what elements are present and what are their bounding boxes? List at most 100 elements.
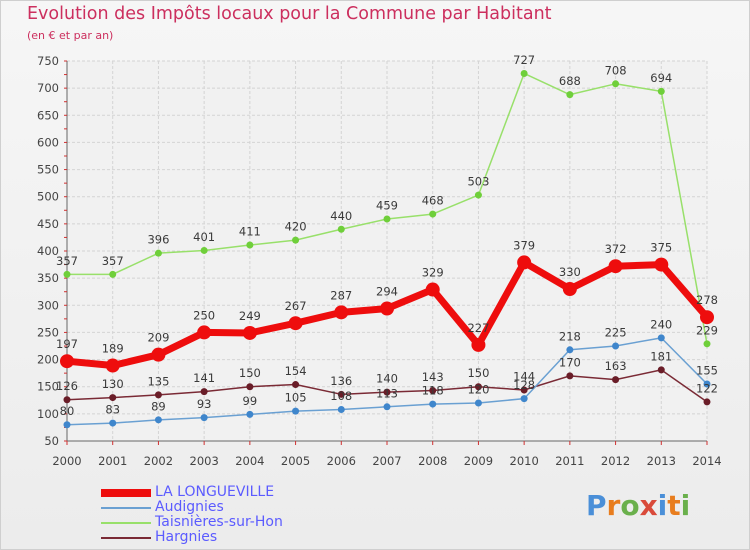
data-point-hargnies xyxy=(520,386,528,394)
data-label-taisni-res-sur-hon: 459 xyxy=(376,198,398,212)
data-label-hargnies: 144 xyxy=(513,369,535,383)
logo-letter: t xyxy=(667,489,681,522)
legend-item: Hargnies xyxy=(101,530,283,545)
data-label-la-longueville: 379 xyxy=(513,238,535,252)
logo-letter: r xyxy=(606,489,621,522)
data-point-hargnies xyxy=(703,398,711,406)
data-point-taisni-res-sur-hon xyxy=(337,225,345,233)
data-label-audignies: 118 xyxy=(422,384,444,398)
x-tick-label: 2008 xyxy=(418,454,447,468)
x-tick-label: 2003 xyxy=(190,454,219,468)
data-point-la-longueville xyxy=(425,282,440,297)
data-point-taisni-res-sur-hon xyxy=(200,246,208,254)
data-point-audignies xyxy=(109,419,117,427)
y-tick-label: 400 xyxy=(37,244,59,258)
data-point-la-longueville xyxy=(288,316,303,331)
data-point-hargnies xyxy=(429,387,437,395)
data-point-audignies xyxy=(429,400,437,408)
x-tick-label: 2013 xyxy=(647,454,676,468)
x-tick-label: 2006 xyxy=(327,454,356,468)
chart-legend: LA LONGUEVILLE Audignies Taisnières-sur-Ho… xyxy=(101,485,283,545)
data-label-taisni-res-sur-hon: 420 xyxy=(285,220,307,234)
data-label-la-longueville: 287 xyxy=(330,288,352,302)
data-label-hargnies: 181 xyxy=(650,349,672,363)
data-label-audignies: 120 xyxy=(467,383,489,397)
data-label-audignies: 113 xyxy=(376,386,398,400)
data-point-audignies xyxy=(200,414,208,422)
data-point-audignies xyxy=(520,395,528,403)
legend-label: Hargnies xyxy=(155,529,218,545)
data-label-la-longueville: 329 xyxy=(422,266,444,280)
data-label-layer: 357 357 396 401 411 420 440 459 468 503 727 688 708 6… xyxy=(56,53,718,418)
logo-letter: x xyxy=(639,489,658,522)
data-label-taisni-res-sur-hon: 440 xyxy=(330,209,352,223)
legend-label: Audignies xyxy=(155,499,224,515)
data-point-hargnies xyxy=(246,383,254,391)
logo-letter: i xyxy=(680,489,691,522)
data-label-taisni-res-sur-hon: 411 xyxy=(239,225,261,239)
data-label-la-longueville: 372 xyxy=(605,242,627,256)
data-label-hargnies: 163 xyxy=(605,359,627,373)
logo-letter: P xyxy=(586,489,607,522)
data-label-hargnies: 122 xyxy=(696,381,718,395)
data-point-la-longueville xyxy=(334,305,349,320)
data-point-la-longueville xyxy=(151,347,166,362)
data-label-audignies: 128 xyxy=(513,378,535,392)
data-label-hargnies: 141 xyxy=(193,371,215,385)
data-point-taisni-res-sur-hon xyxy=(612,80,620,88)
data-point-la-longueville xyxy=(654,257,669,272)
data-label-taisni-res-sur-hon: 688 xyxy=(559,74,581,88)
series-layer xyxy=(60,69,714,429)
data-point-audignies xyxy=(657,334,665,342)
data-point-audignies xyxy=(63,421,71,429)
data-point-audignies xyxy=(703,380,711,388)
data-label-la-longueville: 330 xyxy=(559,265,581,279)
legend-swatch xyxy=(101,506,151,509)
data-point-taisni-res-sur-hon xyxy=(703,340,711,348)
data-label-taisni-res-sur-hon: 694 xyxy=(650,71,672,85)
y-tick-label: 650 xyxy=(37,108,59,122)
legend-swatch xyxy=(101,488,151,497)
data-label-audignies: 155 xyxy=(696,364,718,378)
data-point-taisni-res-sur-hon xyxy=(474,191,482,199)
x-tick-label: 2004 xyxy=(235,454,264,468)
y-tick-label: 200 xyxy=(37,353,59,367)
x-tick-label: 2010 xyxy=(510,454,539,468)
y-tick-label: 500 xyxy=(37,190,59,204)
data-label-la-longueville: 250 xyxy=(193,308,215,322)
data-label-hargnies: 135 xyxy=(147,374,169,388)
data-label-audignies: 240 xyxy=(650,317,672,331)
data-label-taisni-res-sur-hon: 396 xyxy=(147,233,169,247)
data-point-audignies xyxy=(154,416,162,424)
data-point-taisni-res-sur-hon xyxy=(383,215,391,223)
data-label-la-longueville: 197 xyxy=(56,337,78,351)
y-tick-label: 600 xyxy=(37,135,59,149)
data-point-taisni-res-sur-hon xyxy=(520,69,528,77)
data-label-la-longueville: 278 xyxy=(696,293,718,307)
data-label-audignies: 218 xyxy=(559,329,581,343)
legend-swatch xyxy=(101,536,151,539)
data-label-la-longueville: 249 xyxy=(239,309,261,323)
data-label-taisni-res-sur-hon: 727 xyxy=(513,53,535,67)
data-label-hargnies: 143 xyxy=(422,370,444,384)
data-point-taisni-res-sur-hon xyxy=(657,87,665,95)
data-label-hargnies: 126 xyxy=(56,379,78,393)
data-point-la-longueville xyxy=(197,325,212,340)
logo-letter: i xyxy=(657,489,668,522)
data-point-audignies xyxy=(474,399,482,407)
x-tick-label: 2014 xyxy=(692,454,721,468)
data-label-la-longueville: 267 xyxy=(285,299,307,313)
data-point-hargnies xyxy=(383,388,391,396)
data-label-la-longueville: 189 xyxy=(102,342,124,356)
data-point-hargnies xyxy=(63,396,71,404)
data-label-la-longueville: 227 xyxy=(467,321,489,335)
data-point-audignies xyxy=(246,410,254,418)
y-tick-label: 250 xyxy=(37,325,59,339)
data-label-taisni-res-sur-hon: 468 xyxy=(422,194,444,208)
data-label-taisni-res-sur-hon: 357 xyxy=(56,254,78,268)
data-label-la-longueville: 294 xyxy=(376,285,398,299)
legend-swatch xyxy=(101,521,151,524)
chart-subtitle: (en € et par an) xyxy=(27,29,114,42)
x-tick-label: 2007 xyxy=(372,454,401,468)
y-tick-label: 100 xyxy=(37,407,59,421)
